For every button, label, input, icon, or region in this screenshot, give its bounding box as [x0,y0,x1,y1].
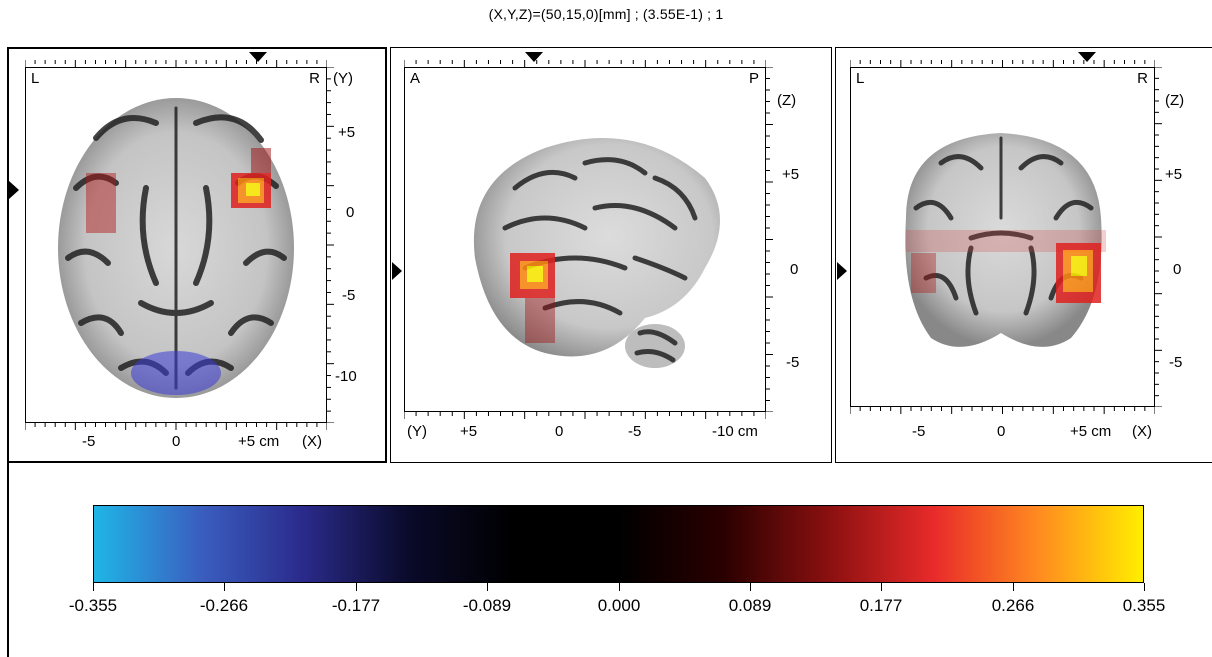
axial-corner-right: R [309,70,320,87]
axial-vertical-axis-label: (Y) [333,70,353,87]
colorbar-tick-mark [1013,583,1014,591]
colorbar-tick-mark [1144,583,1145,591]
sagittal-y-position-marker[interactable] [525,52,543,62]
colorbar-tick-mark [750,583,751,591]
sagittal-z-position-marker[interactable] [392,262,402,280]
ruler-ticks [1155,67,1162,407]
axial-vtick: -10 [335,368,357,385]
colorbar-tick-mark [224,583,225,591]
colorbar-tick-label: 0.355 [1122,596,1166,615]
colorbar-tick-label: 0.000 [597,596,641,615]
colorbar-tick-label: 0.089 [728,596,772,615]
colorbar-tick-label: -0.177 [331,596,381,615]
colorbar-tick-label: -0.089 [462,596,512,615]
coronal-z-position-marker[interactable] [837,262,847,280]
axial-x-position-marker[interactable] [249,52,267,62]
colorbar-tick-label: -0.266 [199,596,249,615]
sagittal-view-canvas[interactable]: A P [404,67,766,412]
axial-vtick: +5 [338,124,356,141]
coronal-brain-slice [905,133,1106,347]
axial-corner-left: L [31,70,40,87]
axial-brain-slice [58,98,294,398]
ruler-ticks [25,423,327,430]
ruler-ticks [404,60,766,67]
sagittal-htick: -5 [628,423,642,440]
colorbar-gradient [93,505,1144,583]
coronal-htick: -5 [912,423,926,440]
axial-htick: +5 cm [238,433,280,450]
coordinate-readout: (X,Y,Z)=(50,15,0)[mm] ; (3.55E-1) ; 1 [488,6,724,22]
coronal-horizontal-axis-label: (X) [1132,423,1152,440]
coronal-vtick: 0 [1173,261,1182,278]
axial-htick: 0 [172,433,181,450]
coronal-vertical-axis-label: (Z) [1165,92,1185,109]
ruler-ticks [327,67,334,423]
sagittal-vtick: 0 [790,261,799,278]
coronal-htick: +5 cm [1070,423,1112,440]
sagittal-htick: +5 [460,423,478,440]
colorbar-tick-mark [356,583,357,591]
coronal-vtick: +5 [1165,166,1183,183]
axial-view-canvas[interactable]: L R [25,67,327,423]
sagittal-vtick: +5 [782,166,800,183]
coronal-corner-right: R [1137,70,1148,87]
sagittal-htick: 0 [555,423,564,440]
colorbar-tick-label: 0.266 [991,596,1035,615]
sagittal-horizontal-axis-label: (Y) [407,423,427,440]
coronal-view-canvas[interactable]: L R [850,67,1155,407]
colorbar-tick-mark [619,583,620,591]
axial-htick: -5 [82,433,96,450]
colorbar-tick-mark [93,583,94,591]
colorbar-tick-mark [881,583,882,591]
ruler-ticks [766,67,773,412]
ruler-ticks [404,412,766,419]
sagittal-corner-right: P [748,70,759,87]
ruler-ticks [850,60,1155,67]
colorbar-tick-mark [487,583,488,591]
coronal-x-position-marker[interactable] [1078,52,1096,62]
sagittal-corner-left: A [410,70,421,87]
axial-vtick: -5 [342,287,356,304]
ruler-ticks [25,60,327,67]
axial-horizontal-axis-label: (X) [302,433,322,450]
sagittal-htick: -10 cm [712,423,758,440]
coronal-htick: 0 [997,423,1006,440]
ruler-ticks [850,407,1155,414]
coronal-vtick: -5 [1169,354,1183,371]
colorbar-tick-label: 0.177 [859,596,903,615]
axial-y-position-marker[interactable] [9,181,19,199]
sagittal-brain-slice [473,138,720,368]
sagittal-vtick: -5 [786,354,800,371]
sagittal-vertical-axis-label: (Z) [777,92,797,109]
colorbar-tick-label: -0.355 [68,596,118,615]
axial-vtick: 0 [346,204,355,221]
coronal-corner-left: L [856,70,865,87]
